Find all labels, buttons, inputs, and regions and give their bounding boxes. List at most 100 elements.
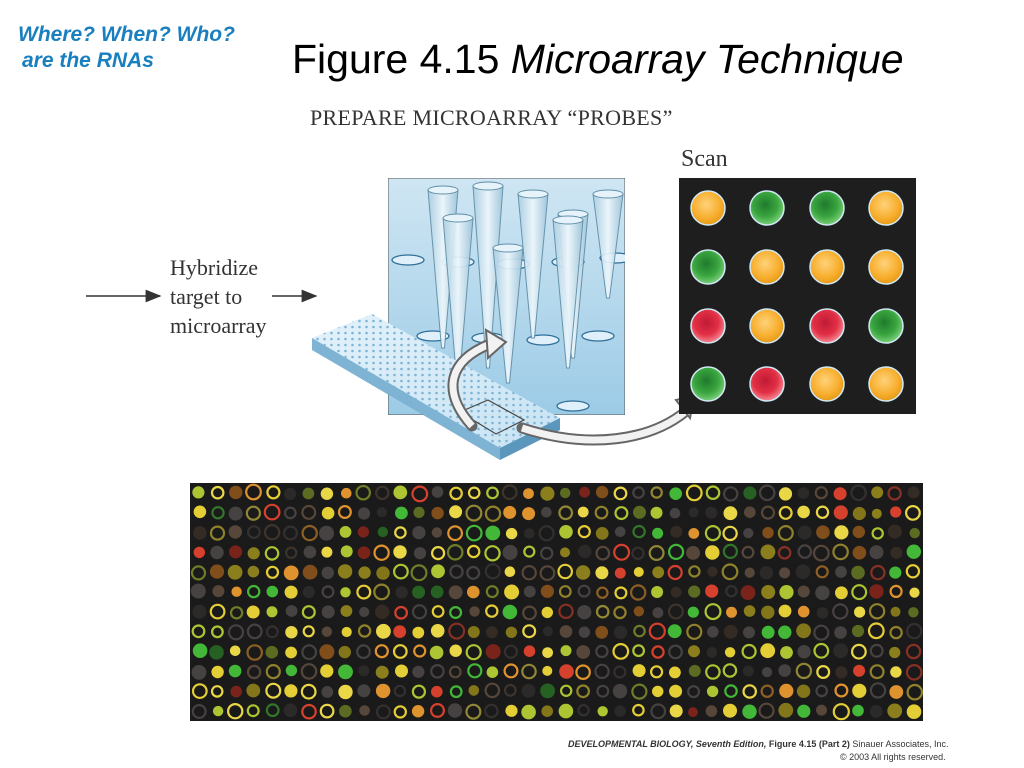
slide-title-prefix: Figure 4.15 xyxy=(292,36,511,82)
array-spot xyxy=(670,525,683,538)
array-spot xyxy=(284,487,297,500)
array-spot xyxy=(795,662,813,680)
array-spot xyxy=(869,682,887,699)
array-spot xyxy=(815,565,829,579)
array-spot xyxy=(906,544,921,559)
array-spot xyxy=(612,683,628,699)
array-spot xyxy=(577,703,590,717)
array-spot xyxy=(704,524,722,542)
array-spot xyxy=(613,486,628,501)
array-spot xyxy=(725,584,738,598)
array-spot xyxy=(613,665,627,679)
array-spot xyxy=(228,525,242,539)
array-spot xyxy=(760,544,776,560)
array-spot xyxy=(869,664,885,680)
array-spot xyxy=(576,645,591,659)
array-spot xyxy=(263,503,281,521)
array-spot xyxy=(521,564,537,581)
array-spot xyxy=(650,506,663,519)
scan-spot-orange xyxy=(749,249,785,285)
array-spot xyxy=(558,585,572,598)
array-spot xyxy=(265,682,282,699)
array-spot xyxy=(264,546,280,561)
array-spot xyxy=(761,605,775,619)
array-spot xyxy=(502,544,518,560)
array-spot xyxy=(686,546,700,560)
array-spot xyxy=(761,625,775,639)
array-spot xyxy=(707,566,718,577)
array-spot xyxy=(448,585,463,600)
hybridize-line-1: Hybridize xyxy=(170,255,258,280)
array-spot xyxy=(300,663,318,680)
array-spot xyxy=(652,566,665,579)
array-spot xyxy=(541,705,553,717)
array-spot xyxy=(321,585,335,599)
array-spot xyxy=(412,626,425,639)
array-spot xyxy=(265,703,280,718)
array-spot xyxy=(669,684,683,698)
array-spot xyxy=(524,528,535,539)
array-spot xyxy=(869,545,884,560)
array-spot xyxy=(905,504,921,521)
array-spot xyxy=(539,565,556,581)
array-spot xyxy=(760,684,774,698)
array-spot xyxy=(704,603,722,621)
array-spot xyxy=(542,626,553,637)
array-spot xyxy=(285,626,298,639)
array-spot xyxy=(740,585,756,600)
array-spot xyxy=(282,525,298,541)
array-spot xyxy=(523,488,534,499)
array-spot xyxy=(465,644,482,661)
array-spot xyxy=(263,524,281,541)
array-spot xyxy=(319,525,334,541)
array-spot xyxy=(393,485,408,500)
array-spot xyxy=(594,663,610,680)
array-spot xyxy=(650,486,663,499)
array-spot xyxy=(245,505,262,521)
array-spot xyxy=(779,585,794,600)
slide-title-italic: Microarray Technique xyxy=(510,36,904,82)
array-spot xyxy=(265,645,279,659)
array-spot xyxy=(560,645,572,657)
scan-panel xyxy=(679,178,916,414)
array-spot xyxy=(778,604,792,618)
microarray-photo xyxy=(190,483,923,721)
array-spot xyxy=(447,703,463,718)
array-spot xyxy=(227,564,243,580)
array-spot xyxy=(503,644,518,659)
array-spot xyxy=(906,704,922,719)
array-spot xyxy=(632,524,646,539)
array-spot xyxy=(577,605,592,620)
array-spot xyxy=(688,585,701,598)
hybridize-line-3: microarray xyxy=(170,313,267,338)
array-spot xyxy=(687,606,699,618)
array-spot xyxy=(523,645,536,657)
array-spot xyxy=(503,505,517,519)
scan-label: Scan xyxy=(681,146,728,172)
array-spot xyxy=(466,565,481,580)
array-spot xyxy=(521,663,537,680)
array-spot xyxy=(246,704,260,718)
array-spot xyxy=(449,486,463,501)
array-spot xyxy=(411,684,426,699)
array-spot xyxy=(795,564,811,579)
array-spot xyxy=(300,683,317,700)
array-spot xyxy=(394,526,407,539)
array-spot xyxy=(247,525,261,539)
array-spot xyxy=(191,704,207,720)
array-spot xyxy=(705,664,721,680)
array-spot xyxy=(468,685,480,696)
array-spot xyxy=(723,486,739,502)
array-spot xyxy=(650,703,667,720)
array-spot xyxy=(905,564,921,579)
scan-spot-green xyxy=(690,249,726,285)
array-spot xyxy=(247,547,260,560)
array-spot xyxy=(816,665,831,680)
array-spot xyxy=(357,507,371,520)
array-spot xyxy=(228,506,243,521)
array-spot xyxy=(575,664,591,680)
array-spot xyxy=(541,606,553,619)
array-spot xyxy=(431,564,445,579)
array-spot xyxy=(284,585,298,599)
array-spot xyxy=(447,525,464,542)
